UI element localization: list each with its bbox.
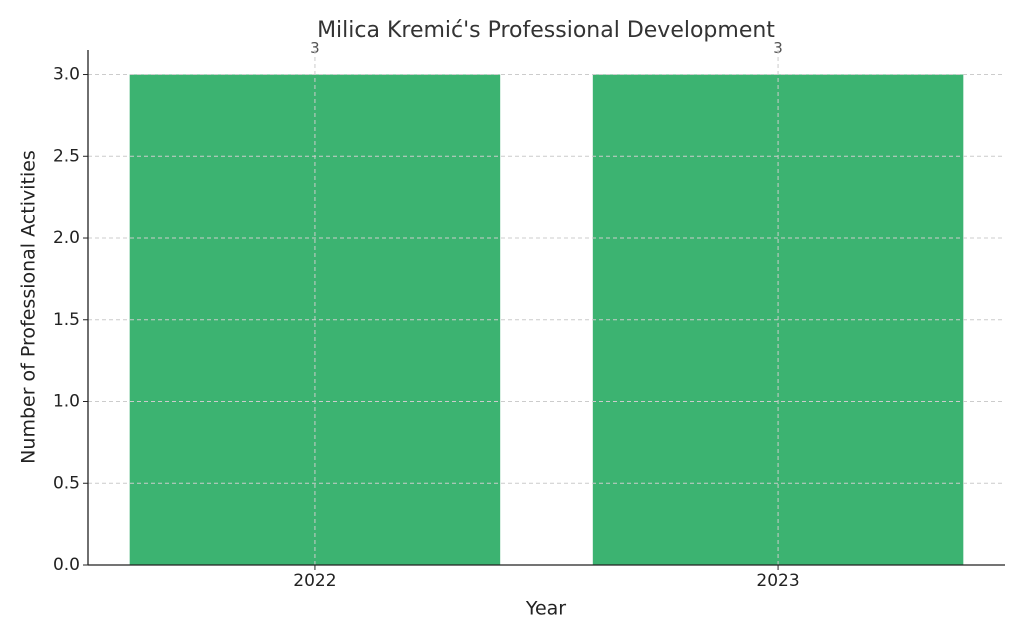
chart-title: Milica Kremić's Professional Development bbox=[317, 18, 775, 43]
x-tick-label: 2023 bbox=[756, 571, 799, 591]
y-tick-label: 3.0 bbox=[53, 65, 80, 85]
y-tick-label: 2.0 bbox=[53, 228, 80, 248]
y-tick-label: 1.5 bbox=[53, 310, 80, 330]
y-tick-label: 1.0 bbox=[53, 392, 80, 412]
y-tick-label: 0.5 bbox=[53, 473, 80, 493]
value-label: 3 bbox=[773, 39, 783, 57]
y-axis-label: Number of Professional Activities bbox=[18, 150, 40, 464]
y-tick-label: 2.5 bbox=[53, 146, 80, 166]
y-tick-label: 0.0 bbox=[53, 555, 80, 575]
value-label: 3 bbox=[310, 39, 320, 57]
x-tick-label: 2022 bbox=[293, 571, 336, 591]
x-axis-label: Year bbox=[525, 598, 566, 620]
